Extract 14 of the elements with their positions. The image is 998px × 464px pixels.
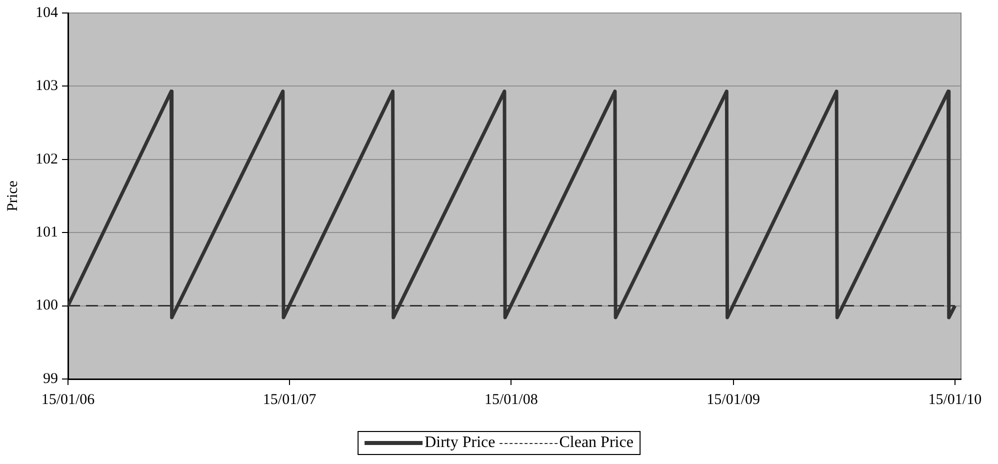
legend-label: Dirty Price — [424, 434, 496, 452]
x-tick-label: 15/01/08 — [484, 392, 538, 408]
y-axis-title: Price — [4, 180, 21, 212]
x-tick-label: 15/01/06 — [41, 392, 96, 408]
y-tick-label: 104 — [36, 4, 58, 21]
x-tick-label: 15/01/07 — [262, 392, 317, 408]
y-tick-label: 100 — [36, 298, 58, 314]
legend-label: Clean Price — [559, 434, 634, 452]
x-tick-label: 15/01/10 — [928, 392, 982, 408]
y-tick-label: 103 — [36, 78, 58, 94]
x-tick-label: 15/01/09 — [706, 392, 760, 408]
y-tick-label: 101 — [36, 224, 58, 241]
y-tick-label: 102 — [36, 151, 58, 168]
y-tick-label: 99 — [43, 370, 58, 387]
